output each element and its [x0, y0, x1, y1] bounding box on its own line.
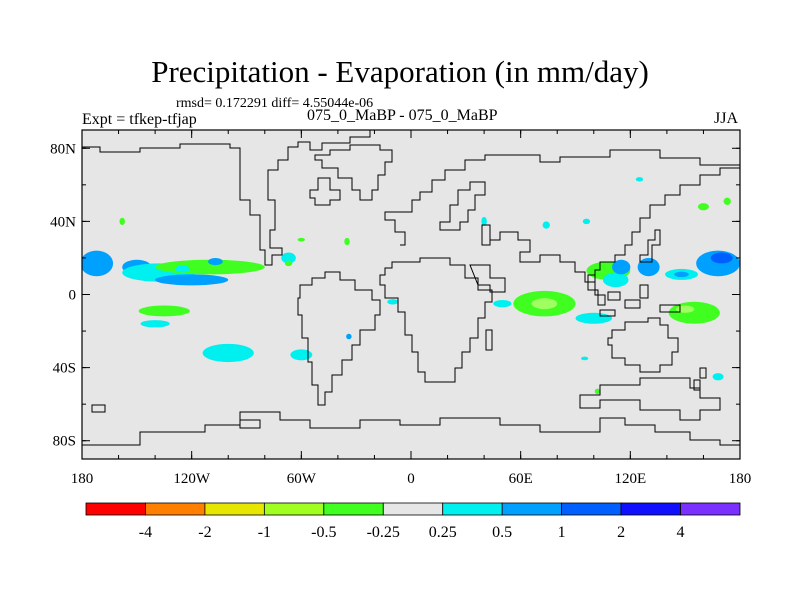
colorbar-label: 4	[677, 524, 685, 541]
anomaly-patch	[594, 388, 601, 395]
coastline-japan	[639, 229, 661, 263]
anomaly-patch	[697, 203, 709, 211]
coastline-australia	[607, 317, 679, 373]
anomaly-patch	[712, 373, 724, 381]
anomaly-patch	[281, 252, 296, 264]
anomaly-patch	[542, 221, 550, 229]
x-tick-label: 60W	[287, 471, 317, 487]
coastline-madagascar	[485, 329, 493, 351]
y-tick-label: 0	[69, 288, 77, 304]
anomaly-patch	[493, 299, 512, 308]
y-axis-ticks: 80N 40N 0 40S 80S	[50, 141, 740, 450]
colorbar-swatch	[620, 502, 681, 516]
experiment-label: Expt = tfkep-tfjap	[82, 111, 197, 128]
coastline-asia-south	[490, 167, 740, 283]
y-tick-label: 80S	[53, 434, 76, 450]
colorbar-swatch	[323, 502, 384, 516]
colorbar: -4 -2 -1 -0.5 -0.25 0.25 0.5 1 2 4	[85, 502, 741, 541]
anomaly-patch	[290, 349, 313, 361]
anomaly-patch	[155, 274, 229, 286]
anomaly-patch	[676, 305, 695, 313]
colorbar-swatch	[263, 502, 325, 516]
anomaly-patch	[175, 265, 190, 273]
colorbar-label: -1	[258, 524, 271, 541]
anomaly-patch	[723, 197, 731, 205]
coastline-new-guinea	[659, 304, 681, 313]
colorbar-label: -4	[139, 524, 152, 541]
anomaly-patch	[674, 271, 689, 278]
coastline-arabia	[469, 264, 506, 293]
colorbar-label: -2	[198, 524, 211, 541]
period-subtitle: 075_0_MaBP - 075_0_MaBP	[307, 107, 498, 124]
colorbar-label: 0.25	[429, 524, 457, 541]
coastline-layer	[82, 130, 740, 446]
colorbar-swatch	[501, 502, 563, 516]
colorbar-swatch	[561, 502, 622, 516]
y-tick-label: 80N	[50, 141, 76, 157]
colorbar-label: -0.25	[367, 524, 400, 541]
season-label: JJA	[714, 110, 739, 127]
coastline-eurasia	[384, 149, 740, 246]
x-tick-label: 180	[71, 471, 94, 487]
colorbar-label: 2	[617, 524, 625, 541]
x-tick-label: 0	[407, 471, 415, 487]
x-tick-label: 180	[729, 471, 752, 487]
colorbar-label: 0.5	[492, 524, 512, 541]
colorbar-swatch	[680, 502, 741, 516]
colorbar-label: 1	[558, 524, 566, 541]
coastline-caspian	[481, 224, 491, 246]
anomaly-patch	[346, 333, 352, 340]
y-tick-label: 40N	[50, 214, 76, 230]
x-tick-label: 120W	[173, 471, 211, 487]
rmsd-diff-stats: rmsd= 0.172291 diff= 4.55044e-06	[176, 96, 374, 111]
anomaly-patch	[387, 299, 399, 305]
coastline-greenland	[314, 144, 393, 201]
anomaly-patch	[284, 260, 293, 267]
anomaly-patch	[82, 250, 114, 277]
coastline-maritime-continent	[599, 284, 649, 317]
x-tick-label: 120E	[614, 471, 646, 487]
anomaly-patch	[208, 257, 223, 266]
anomaly-patch	[635, 177, 644, 182]
y-tick-label: 40S	[53, 361, 76, 377]
coastline-africa	[379, 257, 493, 383]
anomaly-patch	[138, 305, 190, 317]
anomaly-patch	[140, 320, 170, 328]
x-tick-label: 60E	[509, 471, 533, 487]
anomaly-patch	[602, 272, 629, 288]
anomaly-patch	[582, 218, 591, 225]
colorbar-swatch	[145, 502, 206, 516]
anomaly-patch	[481, 216, 487, 226]
x-axis-ticks: 180 120W 60W 0 60E 120E 180	[71, 130, 752, 487]
colorbar-swatch	[85, 502, 146, 516]
coastline-south-america	[297, 271, 381, 406]
colorbar-swatch	[382, 502, 444, 516]
anomaly-patch	[710, 252, 733, 264]
colorbar-swatch	[442, 502, 503, 516]
anomaly-patch	[344, 237, 350, 246]
coastline-north-america	[82, 130, 371, 266]
anomaly-patch	[119, 217, 125, 226]
anomaly-patch	[297, 237, 305, 242]
coastline-indochina	[587, 274, 606, 306]
coastline-hudson-bay	[309, 177, 341, 206]
map-background	[82, 130, 740, 459]
coastline-scandinavia	[439, 181, 486, 231]
anomaly-patch	[575, 312, 613, 324]
anomaly-patch	[612, 259, 631, 275]
anomaly-patch	[202, 343, 254, 363]
anomaly-patch	[637, 257, 660, 277]
coastline-antarctic-islands	[91, 377, 721, 429]
colorbar-swatch	[204, 502, 265, 516]
colorbar-label: -0.5	[311, 524, 336, 541]
anomaly-patch	[531, 298, 558, 310]
anomaly-patch	[580, 356, 589, 361]
plot-title: Precipitation - Evaporation (in mm/day)	[151, 54, 649, 89]
